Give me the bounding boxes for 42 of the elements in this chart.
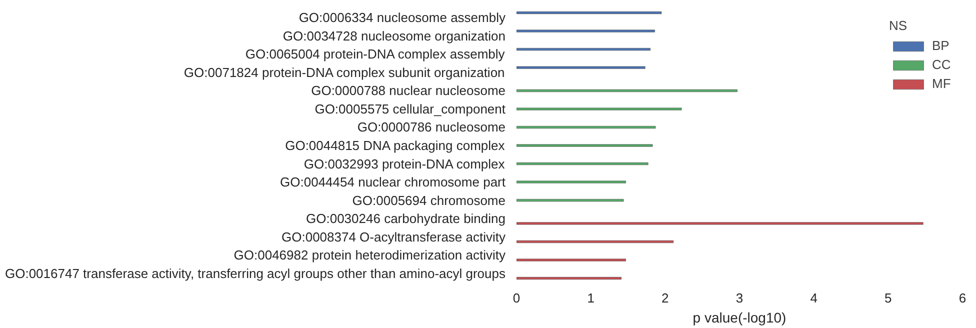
- y-tick-label: GO:0008374 O-acyltransferase activity: [282, 229, 506, 244]
- y-tick-label: GO:0005694 chromosome: [352, 192, 506, 208]
- legend-title: NS: [889, 18, 908, 33]
- bar: [516, 276, 622, 280]
- y-tick-label: GO:0044815 DNA packaging complex: [285, 138, 506, 153]
- bar: [516, 180, 626, 184]
- bar: [516, 30, 656, 32]
- bar: [516, 162, 648, 166]
- x-tick-label: 2: [662, 290, 669, 306]
- bar: [516, 11, 662, 14]
- y-tick-label: GO:0032993 protein-DNA complex: [304, 156, 506, 172]
- y-tick-label: GO:0000788 nuclear nucleosome: [311, 83, 506, 98]
- x-tick-label: 0: [512, 290, 520, 306]
- bar: [516, 126, 656, 129]
- bar: [516, 240, 674, 244]
- y-tick-label: GO:0044454 nuclear chromosome part: [280, 174, 506, 190]
- x-tick-label: 4: [810, 290, 818, 306]
- bar: [516, 198, 624, 202]
- y-tick-label: GO:0065004 protein-DNA complex assembly: [245, 46, 506, 62]
- y-tick-label: GO:0016747 transferase activity, transferring acyl groups other than amino-acyl groups: [4, 266, 506, 281]
- legend-label: MF: [932, 76, 952, 91]
- y-tick-label: GO:0071824 protein-DNA complex subunit organization: [184, 64, 505, 80]
- bar: [516, 108, 682, 110]
- legend-label: CC: [932, 57, 952, 72]
- y-tick-label: GO:0046982 protein heterodimerization activity: [234, 248, 506, 263]
- y-tick-label: GO:0034728 nucleosome organization: [282, 28, 506, 44]
- legend-label: BP: [932, 38, 950, 53]
- y-tick-label: GO:0030246 carbohydrate binding: [306, 211, 506, 226]
- x-tick-label: 1: [587, 290, 594, 306]
- bar: [516, 144, 653, 147]
- bar: [516, 258, 626, 262]
- x-axis-title: p value(-log10): [692, 310, 786, 326]
- x-tick-label: 6: [958, 290, 966, 306]
- x-tick-label: 5: [884, 290, 892, 306]
- x-tick-label: 3: [736, 290, 744, 306]
- bar: [516, 66, 646, 69]
- y-tick-label: GO:0000786 nucleosome: [357, 120, 506, 135]
- bar: [516, 89, 738, 92]
- bar: [516, 222, 924, 225]
- bar: [516, 48, 651, 51]
- y-tick-label: GO:0006334 nucleosome assembly: [298, 10, 506, 26]
- y-tick-label: GO:0005575 cellular_component: [314, 101, 506, 116]
